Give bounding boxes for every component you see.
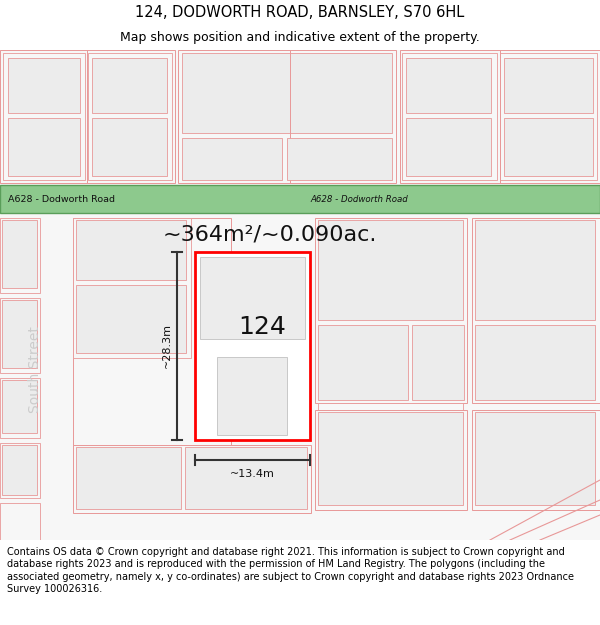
Bar xyxy=(73,218,191,358)
Bar xyxy=(76,285,186,353)
Bar xyxy=(318,325,408,400)
Bar xyxy=(200,257,305,339)
Text: A628 - Dodworth Road: A628 - Dodworth Road xyxy=(8,194,115,204)
Bar xyxy=(73,445,311,513)
Bar xyxy=(0,503,40,540)
Bar xyxy=(76,220,186,280)
Bar xyxy=(92,58,167,113)
Bar xyxy=(182,53,392,133)
Text: Map shows position and indicative extent of the property.: Map shows position and indicative extent… xyxy=(120,31,480,44)
Bar xyxy=(182,138,282,180)
Bar xyxy=(0,213,600,540)
Bar xyxy=(315,218,467,403)
Bar xyxy=(2,300,37,368)
Bar xyxy=(8,118,80,176)
Bar xyxy=(504,118,593,176)
Bar xyxy=(0,298,40,373)
Text: South Street: South Street xyxy=(28,326,42,414)
Bar xyxy=(2,380,37,433)
Bar xyxy=(318,403,463,433)
Bar xyxy=(475,325,595,400)
Bar xyxy=(8,58,80,113)
Bar xyxy=(472,410,600,510)
Bar xyxy=(0,218,40,293)
Bar xyxy=(475,220,595,320)
Bar xyxy=(500,53,597,180)
Bar xyxy=(73,218,231,508)
Bar xyxy=(0,378,40,438)
Bar xyxy=(0,50,175,183)
Bar xyxy=(195,252,310,440)
Bar xyxy=(2,220,37,288)
Bar xyxy=(76,447,181,509)
Bar xyxy=(287,138,392,180)
Bar xyxy=(406,58,491,113)
Text: 124: 124 xyxy=(238,315,286,339)
Text: A628 - Dodworth Road: A628 - Dodworth Road xyxy=(310,194,408,204)
Bar xyxy=(88,53,172,180)
Bar xyxy=(3,53,85,180)
Text: ~364m²/~0.090ac.: ~364m²/~0.090ac. xyxy=(163,225,377,245)
Bar xyxy=(504,58,593,113)
Bar xyxy=(315,410,467,510)
Bar xyxy=(0,443,40,498)
Bar xyxy=(178,50,396,183)
Bar xyxy=(400,50,600,183)
Bar xyxy=(402,53,497,180)
Text: 124, DODWORTH ROAD, BARNSLEY, S70 6HL: 124, DODWORTH ROAD, BARNSLEY, S70 6HL xyxy=(136,5,464,20)
Bar xyxy=(217,357,287,435)
Bar xyxy=(318,412,463,505)
Bar xyxy=(472,218,600,403)
Bar xyxy=(0,185,600,213)
Bar xyxy=(475,412,595,505)
Bar xyxy=(412,325,464,400)
Bar xyxy=(318,220,463,320)
Bar xyxy=(185,447,307,509)
Text: Contains OS data © Crown copyright and database right 2021. This information is : Contains OS data © Crown copyright and d… xyxy=(7,547,574,594)
Bar xyxy=(406,118,491,176)
Text: ~13.4m: ~13.4m xyxy=(230,469,275,479)
Bar xyxy=(2,445,37,495)
Text: ~28.3m: ~28.3m xyxy=(162,324,172,369)
Bar xyxy=(0,50,600,185)
Bar xyxy=(92,118,167,176)
Bar xyxy=(0,213,70,540)
